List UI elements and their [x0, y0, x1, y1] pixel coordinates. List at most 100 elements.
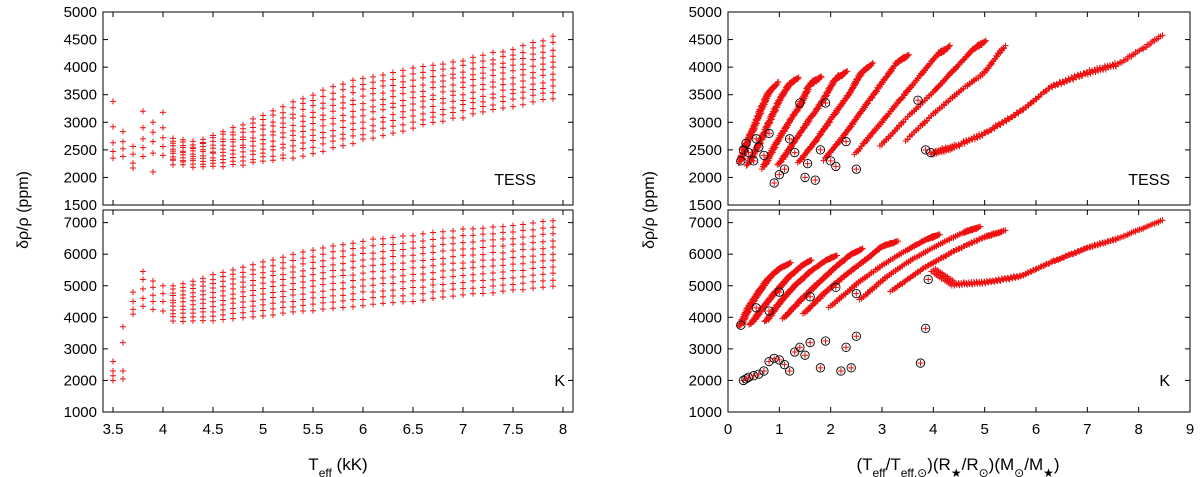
model-point [280, 254, 286, 261]
model-point [210, 276, 216, 283]
model-point [420, 110, 426, 117]
model-point [500, 275, 506, 282]
model-point [380, 235, 386, 242]
data-point [110, 358, 116, 365]
model-point [550, 230, 556, 237]
model-point [400, 240, 406, 247]
model-point [330, 133, 336, 140]
y-tick-label: 2000 [689, 372, 722, 389]
model-point [290, 98, 296, 105]
model-point [240, 269, 246, 276]
model-point [180, 280, 186, 287]
model-point [340, 81, 346, 88]
model-point [300, 296, 306, 303]
model-point [869, 59, 876, 66]
circled-point-marker [812, 177, 819, 184]
model-point [490, 230, 496, 237]
circled-point-marker [737, 157, 744, 164]
model-point [410, 89, 416, 96]
model-point [430, 262, 436, 269]
model-point [360, 131, 366, 138]
model-point [430, 119, 436, 126]
circled-point-marker [925, 276, 932, 283]
circled-point [751, 134, 761, 144]
model-point [460, 260, 466, 267]
model-point [480, 93, 486, 100]
model-point [460, 58, 466, 65]
y-tick-label: 1000 [64, 404, 97, 421]
model-point [390, 266, 396, 273]
model-point [500, 69, 506, 76]
circled-point [774, 170, 784, 180]
model-point [320, 281, 326, 288]
model-point [300, 255, 306, 262]
data-point [120, 128, 126, 135]
model-point [340, 285, 346, 292]
model-point [260, 122, 266, 129]
model-point [400, 128, 406, 135]
model-point [450, 293, 456, 300]
model-point [310, 120, 316, 127]
model-point [520, 227, 526, 234]
model-point [200, 136, 206, 143]
model-point [360, 112, 366, 119]
model-point [360, 288, 366, 295]
model-point [480, 52, 486, 59]
circled-point-marker [755, 144, 762, 151]
data-point [130, 151, 136, 158]
model-point [440, 288, 446, 295]
model-point [540, 284, 546, 291]
model-point [330, 286, 336, 293]
model-point [340, 117, 346, 124]
model-point [550, 95, 556, 102]
model-point [270, 262, 276, 269]
model-point [450, 247, 456, 254]
model-point [360, 296, 366, 303]
model-point [550, 257, 556, 264]
model-point [946, 42, 953, 49]
model-point [400, 260, 406, 267]
model-point [520, 260, 526, 267]
model-point [490, 56, 496, 63]
model-point [350, 77, 356, 84]
model-point [450, 253, 456, 260]
model-point [510, 74, 516, 81]
model-point [430, 229, 436, 236]
y-tick-label: 6000 [689, 246, 722, 263]
model-point [550, 53, 556, 60]
model-point [480, 270, 486, 277]
model-point [370, 275, 376, 282]
data-point [160, 152, 166, 159]
model-point [470, 277, 476, 284]
circled-point [764, 128, 774, 138]
circled-point [800, 350, 810, 360]
data-point [150, 138, 156, 145]
model-point [270, 300, 276, 307]
model-point [500, 262, 506, 269]
x-tick-label: 7 [1083, 421, 1091, 438]
model-point [330, 261, 336, 268]
circled-point-marker [786, 367, 793, 374]
model-point [490, 236, 496, 243]
circled-point [784, 366, 795, 376]
model-point [350, 252, 356, 259]
circled-point [738, 375, 749, 386]
circled-point [851, 288, 861, 299]
model-point [350, 126, 356, 133]
model-point [320, 140, 326, 147]
circled-point [790, 347, 800, 357]
model-point [370, 85, 376, 92]
circled-point [779, 360, 790, 370]
circled-point [779, 164, 790, 174]
y-tick-label: 5000 [689, 4, 722, 21]
model-point [410, 101, 416, 108]
model-point [530, 226, 536, 233]
x-tick-label: 4 [929, 421, 937, 438]
model-point [510, 267, 516, 274]
model-point [430, 249, 436, 256]
data-point [120, 138, 126, 145]
data-point [160, 143, 166, 150]
y-tick-label: 2000 [689, 169, 722, 186]
model-point [290, 155, 296, 162]
model-point [270, 305, 276, 312]
